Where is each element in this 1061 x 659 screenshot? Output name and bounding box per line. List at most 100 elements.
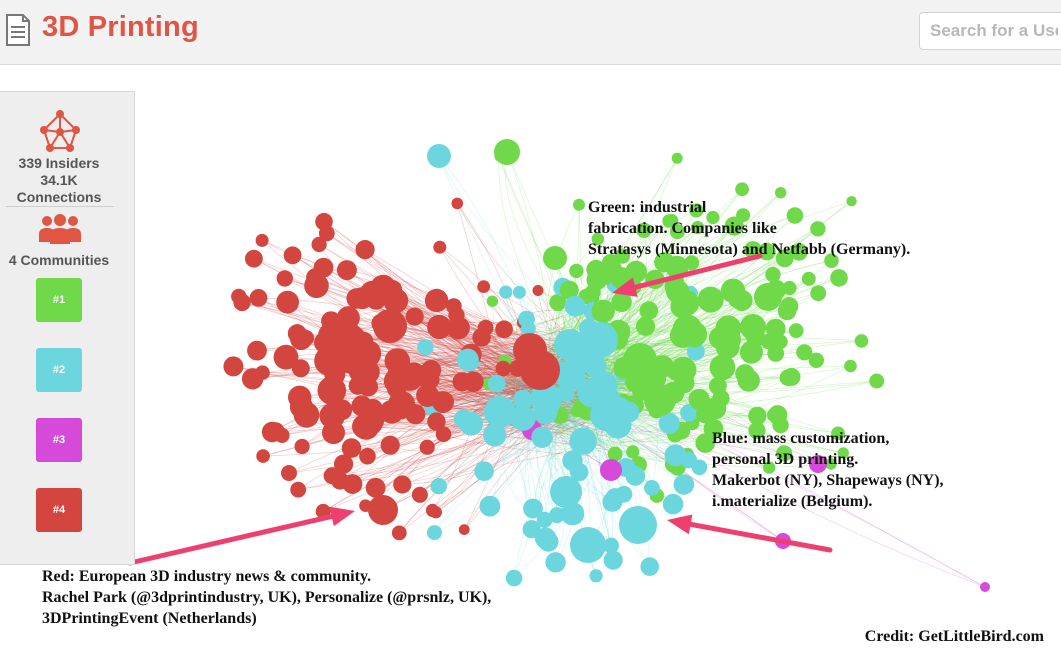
graph-node[interactable] [808,352,824,368]
graph-node[interactable] [662,214,676,228]
graph-node[interactable] [582,322,618,358]
graph-node[interactable] [495,320,513,339]
graph-node[interactable] [589,569,603,583]
graph-node[interactable] [763,461,776,474]
graph-node[interactable] [359,280,386,307]
graph-node[interactable] [494,139,520,165]
graph-node[interactable] [479,495,501,517]
graph-node[interactable] [591,232,605,246]
graph-node[interactable] [304,273,329,299]
graph-node[interactable] [495,360,511,377]
graph-node[interactable] [810,221,826,237]
graph-node[interactable] [276,290,299,314]
graph-node[interactable] [639,301,659,320]
graph-node[interactable] [590,399,622,431]
graph-node[interactable] [486,295,499,307]
graph-node[interactable] [706,210,720,225]
graph-node[interactable] [534,527,557,549]
graph-node[interactable] [545,552,566,573]
graph-node[interactable] [735,182,749,197]
graph-node[interactable] [788,323,804,338]
graph-node[interactable] [510,405,536,431]
graph-node[interactable] [518,310,535,328]
graph-node[interactable] [416,384,440,407]
graph-node[interactable] [405,307,424,326]
graph-node[interactable] [740,314,766,340]
graph-node[interactable] [313,257,334,278]
graph-node[interactable] [754,283,782,311]
graph-node[interactable] [417,339,434,356]
graph-node[interactable] [846,196,857,207]
graph-node[interactable] [487,374,506,393]
graph-node[interactable] [355,240,375,260]
graph-node[interactable] [591,299,615,323]
graph-node[interactable] [737,369,760,392]
graph-node[interactable] [600,459,622,481]
graph-node[interactable] [767,405,788,425]
graph-node[interactable] [695,433,715,454]
graph-node[interactable] [550,476,582,508]
graph-node[interactable] [686,342,705,361]
graph-node[interactable] [786,207,804,224]
graph-node[interactable] [767,345,785,362]
graph-node[interactable] [430,478,447,495]
graph-node[interactable] [458,524,470,535]
graph-node[interactable] [559,280,579,300]
graph-node[interactable] [776,445,793,462]
graph-node[interactable] [697,286,724,313]
graph-node[interactable] [420,360,442,381]
graph-node[interactable] [463,371,484,393]
graph-node[interactable] [513,389,533,410]
graph-node[interactable] [782,367,801,386]
graph-node[interactable] [980,582,990,592]
graph-node[interactable] [724,216,744,236]
graph-node[interactable] [549,294,567,311]
graph-node[interactable] [603,537,619,554]
graph-node[interactable] [625,465,646,486]
graph-node[interactable] [570,527,606,563]
graph-node[interactable] [446,316,470,340]
graph-node[interactable] [562,450,583,471]
graph-node[interactable] [680,404,698,422]
graph-node[interactable] [341,438,362,458]
graph-node[interactable] [256,449,270,463]
graph-node[interactable] [603,550,623,570]
graph-node[interactable] [352,413,380,440]
graph-node[interactable] [531,385,561,416]
search-input[interactable] [919,12,1061,50]
graph-node[interactable] [564,295,586,317]
graph-node[interactable] [380,435,400,455]
graph-node[interactable] [837,447,849,459]
community-3-button[interactable]: #3 [36,418,82,462]
graph-node[interactable] [673,290,700,316]
graph-node[interactable] [748,421,766,440]
graph-node[interactable] [583,290,600,306]
graph-node[interactable] [709,354,736,381]
graph-node[interactable] [602,491,623,512]
graph-node[interactable] [276,270,293,287]
graph-node[interactable] [809,455,827,473]
graph-node[interactable] [573,198,585,211]
graph-node[interactable] [796,344,813,361]
graph-node[interactable] [334,454,354,474]
graph-node[interactable] [569,263,584,279]
graph-node[interactable] [520,350,560,390]
graph-node[interactable] [765,318,786,339]
graph-node[interactable] [318,322,345,349]
graph-node[interactable] [241,368,264,390]
graph-node[interactable] [775,249,794,268]
graph-node[interactable] [658,412,680,434]
graph-node[interactable] [451,197,464,210]
graph-node[interactable] [623,343,657,377]
graph-node[interactable] [825,458,837,470]
graph-node[interactable] [368,495,398,525]
graph-node[interactable] [854,334,869,348]
graph-node[interactable] [670,356,697,383]
graph-node[interactable] [844,359,857,373]
graph-node[interactable] [319,403,346,429]
graph-node[interactable] [261,421,283,443]
graph-node[interactable] [456,348,479,371]
graph-node[interactable] [290,481,307,498]
graph-node[interactable] [245,249,263,268]
graph-node[interactable] [543,246,567,270]
